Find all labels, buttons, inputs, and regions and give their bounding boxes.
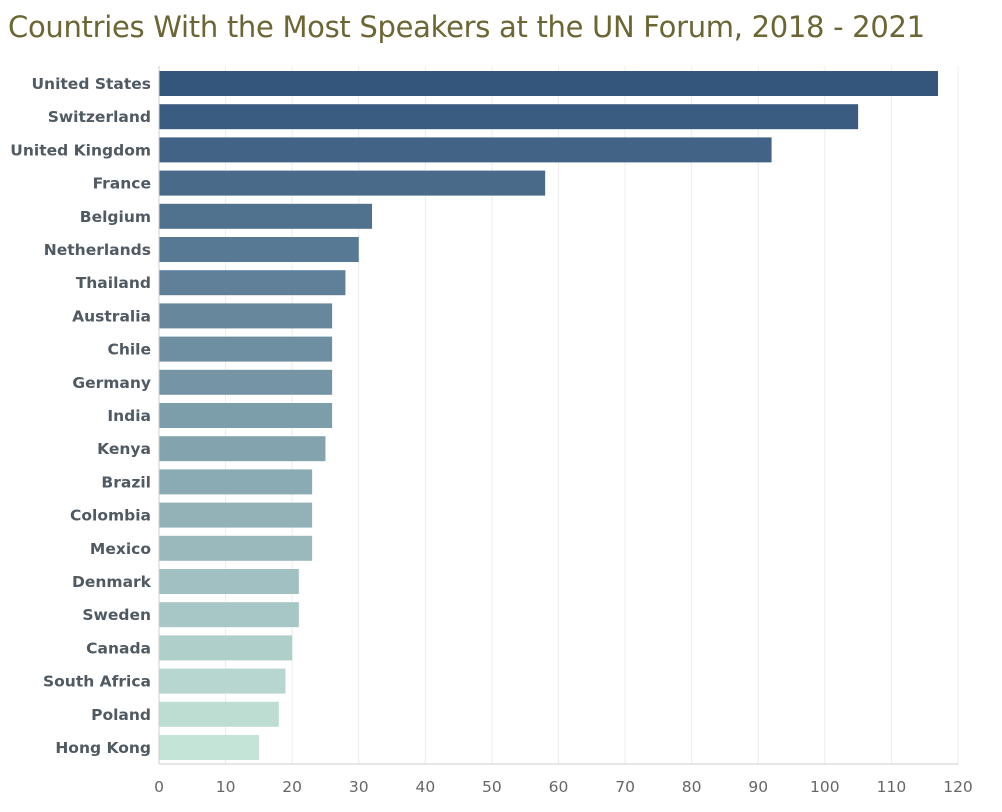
category-label-brazil: Brazil bbox=[101, 473, 151, 491]
category-label-australia: Australia bbox=[72, 307, 151, 325]
x-tick-label-110: 110 bbox=[877, 778, 907, 796]
category-label-thailand: Thailand bbox=[76, 274, 151, 292]
category-label-chile: Chile bbox=[107, 341, 151, 359]
bar-canada[interactable] bbox=[159, 635, 293, 661]
x-tick-label-40: 40 bbox=[415, 778, 435, 796]
x-tick-label-70: 70 bbox=[615, 778, 635, 796]
category-label-united-kingdom: United Kingdom bbox=[10, 141, 151, 159]
bar-france[interactable] bbox=[159, 170, 546, 196]
x-tick-label-120: 120 bbox=[943, 778, 973, 796]
bar-brazil[interactable] bbox=[159, 469, 313, 495]
x-tick-label-50: 50 bbox=[482, 778, 502, 796]
bar-sweden[interactable] bbox=[159, 602, 299, 628]
bars bbox=[159, 71, 939, 760]
bar-australia[interactable] bbox=[159, 303, 333, 329]
category-label-denmark: Denmark bbox=[72, 573, 152, 591]
x-tick-label-80: 80 bbox=[682, 778, 702, 796]
bar-denmark[interactable] bbox=[159, 569, 299, 594]
category-label-hong-kong: Hong Kong bbox=[55, 739, 151, 757]
bar-united-states[interactable] bbox=[159, 71, 939, 96]
bar-thailand[interactable] bbox=[159, 270, 346, 296]
category-label-poland: Poland bbox=[91, 706, 151, 724]
bar-united-kingdom[interactable] bbox=[159, 137, 772, 163]
x-tick-label-60: 60 bbox=[549, 778, 569, 796]
category-label-canada: Canada bbox=[86, 639, 151, 657]
category-label-kenya: Kenya bbox=[97, 440, 151, 458]
bar-kenya[interactable] bbox=[159, 436, 326, 462]
bar-chile[interactable] bbox=[159, 336, 333, 362]
bar-india[interactable] bbox=[159, 403, 333, 428]
x-axis: 0 10 20 30 40 50 60 70 80 90 100 110 120 bbox=[154, 66, 973, 796]
category-label-mexico: Mexico bbox=[90, 540, 151, 558]
x-tick-label-10: 10 bbox=[216, 778, 236, 796]
category-label-colombia: Colombia bbox=[70, 507, 151, 525]
category-label-netherlands: Netherlands bbox=[44, 241, 151, 259]
x-tick-label-90: 90 bbox=[748, 778, 768, 796]
bar-south-africa[interactable] bbox=[159, 668, 286, 694]
category-label-switzerland: Switzerland bbox=[48, 108, 151, 126]
category-label-india: India bbox=[107, 407, 151, 425]
x-tick-label-30: 30 bbox=[349, 778, 369, 796]
bar-switzerland[interactable] bbox=[159, 104, 859, 130]
bar-mexico[interactable] bbox=[159, 535, 313, 561]
x-tick-label-20: 20 bbox=[282, 778, 302, 796]
category-label-germany: Germany bbox=[72, 374, 151, 392]
bar-germany[interactable] bbox=[159, 369, 333, 395]
x-tick-label-100: 100 bbox=[810, 778, 840, 796]
chart-title: Countries With the Most Speakers at the … bbox=[8, 10, 925, 44]
bar-colombia[interactable] bbox=[159, 502, 313, 528]
category-label-united-states: United States bbox=[31, 75, 151, 93]
category-label-belgium: Belgium bbox=[80, 208, 151, 226]
category-label-france: France bbox=[93, 175, 151, 193]
bar-hong-kong[interactable] bbox=[159, 735, 259, 760]
bar-poland[interactable] bbox=[159, 701, 279, 727]
category-label-sweden: Sweden bbox=[82, 606, 151, 624]
category-label-south-africa: South Africa bbox=[43, 673, 151, 691]
bar-netherlands[interactable] bbox=[159, 237, 359, 262]
category-labels: United States Switzerland United Kingdom Fr… bbox=[10, 75, 151, 757]
bar-belgium[interactable] bbox=[159, 203, 373, 229]
x-tick-label-0: 0 bbox=[154, 778, 164, 796]
